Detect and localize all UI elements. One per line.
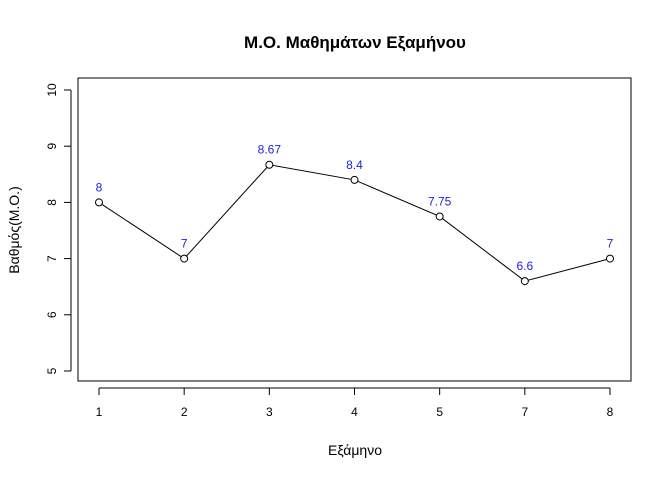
plot-frame	[77, 77, 632, 382]
x-tick-label: 8	[607, 405, 614, 419]
data-label: 7.75	[428, 194, 452, 208]
data-label: 8.67	[258, 143, 282, 157]
x-tick-label: 2	[181, 405, 188, 419]
series-line	[95, 160, 614, 286]
y-tick-label: 6	[45, 311, 59, 318]
x-tick-label: 1	[96, 405, 103, 419]
data-label: 6.6	[516, 259, 533, 273]
x-axis-label: Εξάμηνο	[328, 442, 382, 458]
data-point	[435, 212, 444, 221]
x-tick-label: 3	[266, 405, 273, 419]
x-tick-label: 5	[436, 405, 443, 419]
y-axis-label: Βαθμός(Μ.Ο.)	[6, 186, 22, 273]
chart-title: Μ.Ο. Μαθημάτων Εξαμήνου	[244, 33, 466, 52]
data-label: 8.4	[346, 158, 363, 172]
data-point	[265, 160, 274, 169]
y-tick-label: 9	[45, 143, 59, 150]
data-point	[606, 254, 614, 263]
data-point	[95, 198, 103, 207]
data-label: 8	[96, 180, 103, 194]
x-tick-label: 4	[351, 405, 358, 419]
y-tick-label: 5	[45, 367, 59, 374]
data-point	[350, 175, 359, 184]
x-axis: 1 2 3 4 5 7 8	[96, 387, 614, 419]
data-point	[180, 254, 189, 263]
data-labels: 8 7 8.67 8.4 7.75 6.6 7	[96, 143, 614, 273]
y-axis: 5 6 7 8 9 10	[45, 83, 72, 374]
data-label: 7	[181, 237, 188, 251]
y-tick-label: 8	[45, 199, 59, 206]
data-label: 7	[607, 237, 614, 251]
y-tick-label: 10	[45, 83, 59, 97]
data-point	[520, 277, 529, 286]
y-tick-label: 7	[45, 255, 59, 262]
x-tick-label: 7	[521, 405, 528, 419]
